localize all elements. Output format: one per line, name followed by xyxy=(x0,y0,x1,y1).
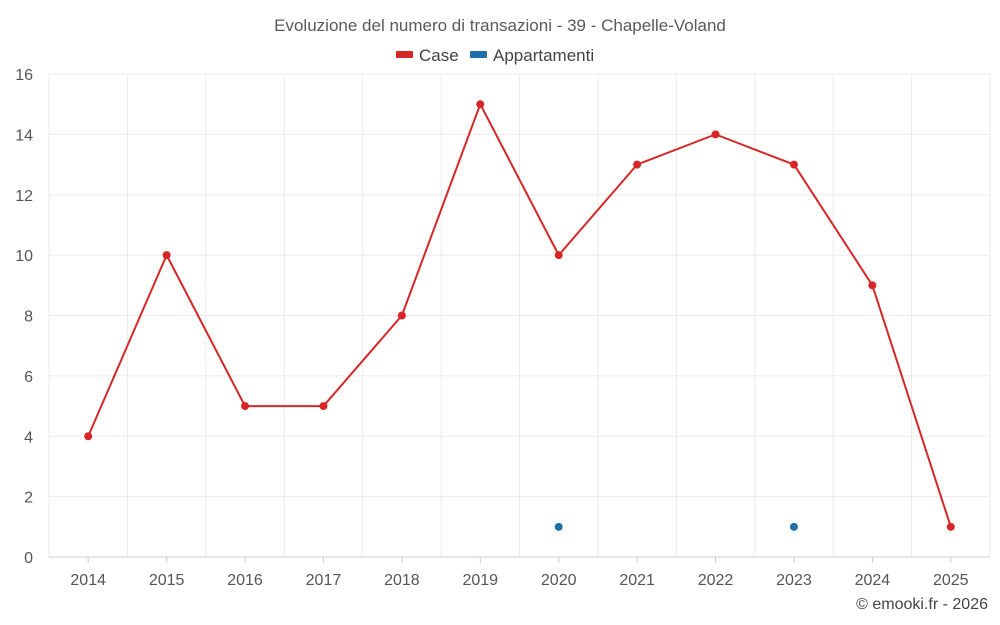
data-point-case[interactable] xyxy=(633,160,642,169)
chart-title: Evoluzione del numero di transazioni - 3… xyxy=(274,16,726,35)
y-tick-label: 10 xyxy=(15,248,33,265)
x-tick-label: 2020 xyxy=(541,572,577,589)
grid xyxy=(48,73,991,557)
x-tick-label: 2019 xyxy=(462,572,498,589)
x-tick-label: 2024 xyxy=(855,572,891,589)
legend-label-appartamenti: Appartamenti xyxy=(493,46,594,65)
data-point-case[interactable] xyxy=(476,100,485,109)
y-tick-label: 14 xyxy=(15,127,33,144)
x-tick-label: 2016 xyxy=(227,572,263,589)
x-tick-label: 2023 xyxy=(776,572,812,589)
y-tick-label: 12 xyxy=(15,188,33,205)
data-point-case[interactable] xyxy=(789,160,798,169)
x-tick-label: 2025 xyxy=(933,572,969,589)
legend-item-appartamenti[interactable]: Appartamenti xyxy=(470,46,594,65)
y-tick-label: 8 xyxy=(24,309,33,326)
series-line-case xyxy=(87,103,952,528)
data-point-case[interactable] xyxy=(868,281,877,290)
x-tick-label: 2017 xyxy=(306,572,342,589)
x-tick-label: 2014 xyxy=(70,572,106,589)
y-tick-label: 2 xyxy=(24,490,33,507)
data-point-case[interactable] xyxy=(554,251,563,260)
y-tick-label: 16 xyxy=(15,67,33,84)
data-point-case[interactable] xyxy=(711,130,720,139)
series-case xyxy=(84,100,955,531)
legend-item-case[interactable]: Case xyxy=(396,46,459,65)
legend-label-case: Case xyxy=(419,46,459,65)
x-tick-label: 2015 xyxy=(149,572,185,589)
y-tick-label: 4 xyxy=(24,429,33,446)
legend-swatch-appartamenti xyxy=(470,51,487,58)
data-point-case[interactable] xyxy=(319,402,328,411)
data-point-case[interactable] xyxy=(162,251,171,260)
series xyxy=(84,100,955,531)
data-point-appartamenti[interactable] xyxy=(789,522,798,531)
legend: Case Appartamenti xyxy=(396,46,594,65)
data-point-case[interactable] xyxy=(84,432,93,441)
series-appartamenti xyxy=(554,522,798,531)
y-tick-label: 6 xyxy=(24,369,33,386)
y-tick-label: 0 xyxy=(24,550,33,567)
axes: 0 2 4 6 8 10 12 14 16 2014 2015 2016 2017 2018 2019 202… xyxy=(15,67,990,589)
legend-swatch-case xyxy=(396,51,413,58)
data-point-case[interactable] xyxy=(241,402,250,411)
x-tick-label: 2021 xyxy=(619,572,655,589)
credit-text: © emooki.fr - 2026 xyxy=(856,596,988,613)
x-tick-label: 2018 xyxy=(384,572,420,589)
data-point-appartamenti[interactable] xyxy=(554,522,563,531)
data-point-case[interactable] xyxy=(946,522,955,531)
data-point-case[interactable] xyxy=(397,311,406,320)
x-tick-label: 2022 xyxy=(698,572,734,589)
